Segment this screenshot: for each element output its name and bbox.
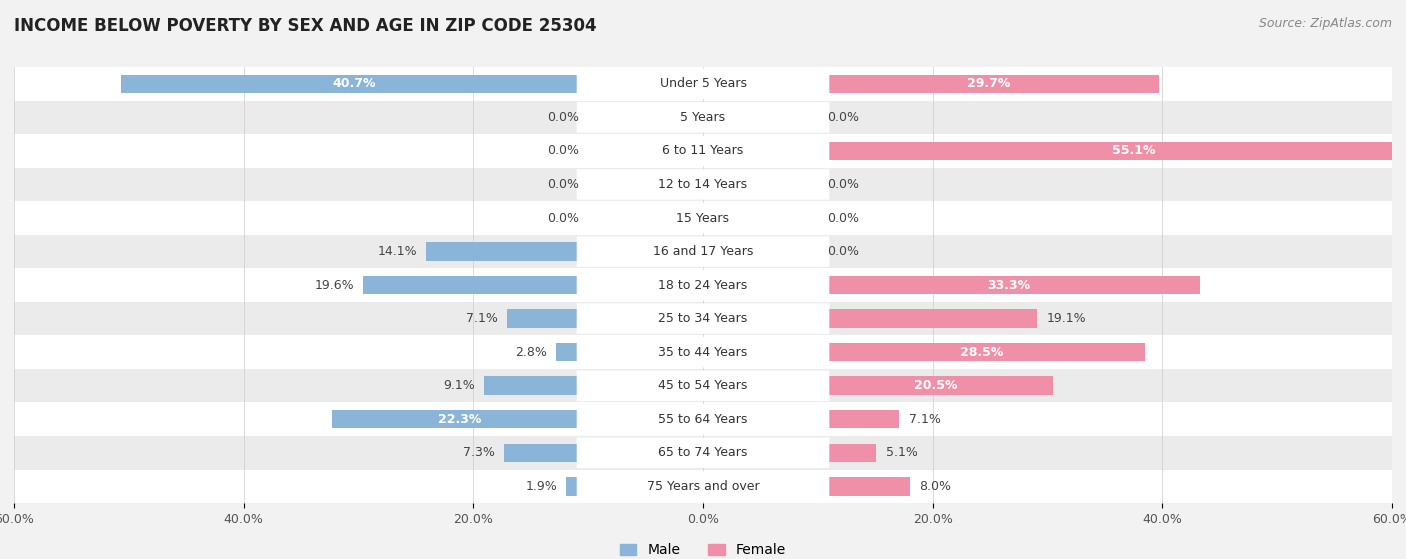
Text: 45 to 54 Years: 45 to 54 Years (658, 379, 748, 392)
Bar (567, 477, 588, 496)
Text: 20.5%: 20.5% (914, 379, 957, 392)
FancyBboxPatch shape (576, 136, 830, 166)
FancyBboxPatch shape (576, 337, 830, 367)
Text: 19.6%: 19.6% (315, 278, 354, 292)
Text: Under 5 Years: Under 5 Years (659, 77, 747, 91)
Text: 19.1%: 19.1% (1046, 312, 1085, 325)
Text: 55 to 64 Years: 55 to 64 Years (658, 413, 748, 426)
Text: 14.1%: 14.1% (377, 245, 418, 258)
Text: 0.0%: 0.0% (827, 111, 859, 124)
FancyBboxPatch shape (576, 371, 830, 401)
Bar (506, 310, 588, 328)
Bar (14, 436, 1392, 470)
FancyBboxPatch shape (576, 69, 830, 99)
Bar (818, 142, 1406, 160)
Text: 16 and 17 Years: 16 and 17 Years (652, 245, 754, 258)
Text: 7.1%: 7.1% (908, 413, 941, 426)
Legend: Male, Female: Male, Female (620, 543, 786, 557)
Bar (818, 310, 1038, 328)
Bar (818, 175, 821, 193)
FancyBboxPatch shape (576, 236, 830, 267)
Text: Source: ZipAtlas.com: Source: ZipAtlas.com (1258, 17, 1392, 30)
Bar (585, 175, 588, 193)
Bar (121, 74, 588, 93)
Bar (332, 410, 588, 428)
FancyBboxPatch shape (576, 304, 830, 334)
Bar (505, 444, 588, 462)
Bar (818, 444, 876, 462)
Bar (14, 67, 1392, 101)
Bar (818, 74, 1159, 93)
Text: 0.0%: 0.0% (547, 178, 579, 191)
Text: 0.0%: 0.0% (827, 245, 859, 258)
Bar (14, 268, 1392, 302)
Text: 6 to 11 Years: 6 to 11 Years (662, 144, 744, 158)
Text: 0.0%: 0.0% (547, 111, 579, 124)
Text: 22.3%: 22.3% (439, 413, 482, 426)
Bar (585, 108, 588, 126)
Text: 28.5%: 28.5% (960, 345, 1002, 359)
Bar (818, 276, 1201, 294)
Bar (818, 108, 821, 126)
Bar (14, 134, 1392, 168)
Bar (818, 209, 821, 227)
Bar (14, 369, 1392, 402)
Text: 9.1%: 9.1% (443, 379, 474, 392)
FancyBboxPatch shape (576, 169, 830, 200)
Text: 25 to 34 Years: 25 to 34 Years (658, 312, 748, 325)
Bar (14, 235, 1392, 268)
Bar (14, 335, 1392, 369)
Text: 1.9%: 1.9% (526, 480, 557, 493)
Text: 0.0%: 0.0% (827, 211, 859, 225)
Text: 0.0%: 0.0% (547, 211, 579, 225)
Text: INCOME BELOW POVERTY BY SEX AND AGE IN ZIP CODE 25304: INCOME BELOW POVERTY BY SEX AND AGE IN Z… (14, 17, 596, 35)
Bar (14, 302, 1392, 335)
Text: 8.0%: 8.0% (920, 480, 950, 493)
FancyBboxPatch shape (576, 270, 830, 300)
Bar (818, 377, 1053, 395)
Bar (818, 410, 900, 428)
Bar (426, 243, 588, 260)
Text: 29.7%: 29.7% (967, 77, 1010, 91)
FancyBboxPatch shape (576, 471, 830, 501)
Text: 15 Years: 15 Years (676, 211, 730, 225)
Text: 5.1%: 5.1% (886, 446, 918, 459)
Bar (818, 243, 821, 260)
Text: 35 to 44 Years: 35 to 44 Years (658, 345, 748, 359)
Bar (14, 402, 1392, 436)
Text: 65 to 74 Years: 65 to 74 Years (658, 446, 748, 459)
Bar (585, 142, 588, 160)
FancyBboxPatch shape (576, 102, 830, 132)
Bar (818, 477, 910, 496)
Text: 40.7%: 40.7% (333, 77, 377, 91)
Bar (14, 101, 1392, 134)
Text: 2.8%: 2.8% (515, 345, 547, 359)
Text: 0.0%: 0.0% (827, 178, 859, 191)
FancyBboxPatch shape (576, 203, 830, 233)
Bar (484, 377, 588, 395)
Bar (14, 201, 1392, 235)
Bar (14, 168, 1392, 201)
Text: 33.3%: 33.3% (987, 278, 1031, 292)
Text: 0.0%: 0.0% (547, 144, 579, 158)
Text: 12 to 14 Years: 12 to 14 Years (658, 178, 748, 191)
FancyBboxPatch shape (576, 404, 830, 434)
Text: 55.1%: 55.1% (1112, 144, 1156, 158)
Text: 18 to 24 Years: 18 to 24 Years (658, 278, 748, 292)
FancyBboxPatch shape (576, 438, 830, 468)
Text: 7.1%: 7.1% (465, 312, 498, 325)
Text: 5 Years: 5 Years (681, 111, 725, 124)
Text: 7.3%: 7.3% (464, 446, 495, 459)
Bar (14, 470, 1392, 503)
Bar (555, 343, 588, 361)
Text: 75 Years and over: 75 Years and over (647, 480, 759, 493)
Bar (585, 209, 588, 227)
Bar (363, 276, 588, 294)
Bar (818, 343, 1144, 361)
